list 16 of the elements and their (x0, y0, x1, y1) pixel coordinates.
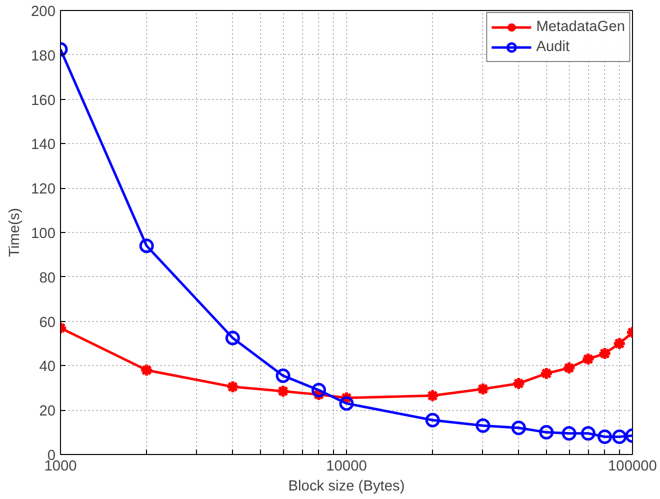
legend-label: Audit (536, 39, 570, 55)
y-tick-label: 180 (31, 48, 56, 64)
y-tick-label: 160 (31, 92, 56, 109)
y-tick-label: 20 (39, 404, 56, 420)
y-axis-title: Time(s) (7, 208, 24, 258)
y-tick-label: 200 (31, 4, 56, 20)
y-tick-label: 140 (31, 137, 56, 154)
x-tick-label: 10000 (326, 458, 367, 474)
y-tick-label: 100 (31, 226, 56, 242)
y-tick-label: 40 (39, 359, 56, 376)
y-tick-label: 120 (31, 182, 56, 198)
x-axis-title: Block size (Bytes) (288, 478, 405, 494)
legend-label: MetadataGen (536, 19, 625, 35)
x-tick-label: 100000 (608, 458, 657, 474)
y-tick-label: 60 (39, 314, 56, 331)
y-tick-label: 80 (39, 270, 56, 286)
